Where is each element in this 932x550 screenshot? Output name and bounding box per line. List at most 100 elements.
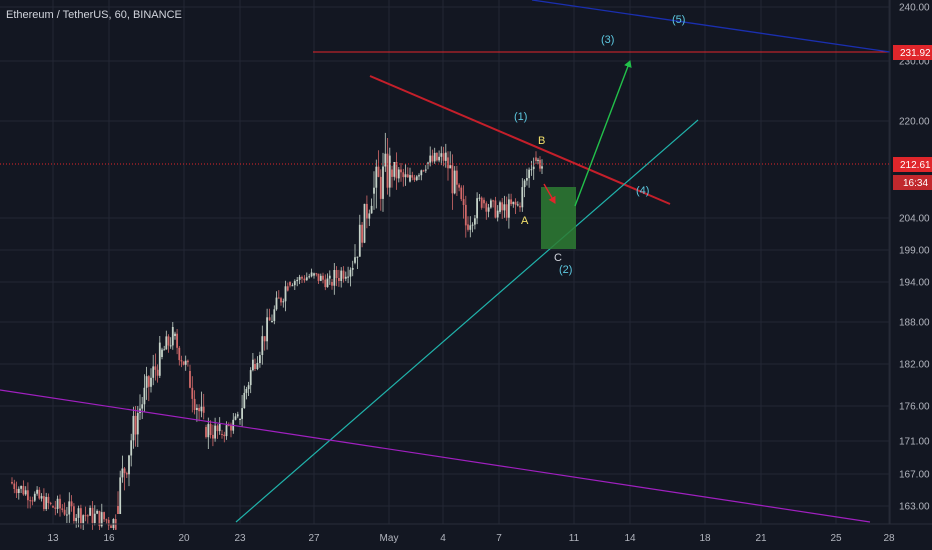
candle-body xyxy=(180,360,183,362)
price-tick-label: 230.00 xyxy=(899,57,930,68)
candle-body xyxy=(27,490,29,501)
candle-body xyxy=(467,224,469,230)
candle-body xyxy=(505,204,508,218)
target-box[interactable] xyxy=(541,187,576,249)
candle-body xyxy=(54,507,57,509)
candle-body xyxy=(386,153,389,188)
candle-body xyxy=(460,187,463,200)
candle-body xyxy=(254,364,256,369)
candle-body xyxy=(342,270,345,279)
candle-body xyxy=(420,170,423,176)
candle-body xyxy=(121,468,124,478)
candle-body xyxy=(89,507,91,516)
candle-body xyxy=(462,199,465,205)
projection-arrow-red[interactable] xyxy=(543,183,556,204)
candle-body xyxy=(43,496,45,510)
candle-body xyxy=(182,361,185,365)
candle-body xyxy=(338,278,340,281)
candle-body xyxy=(333,270,336,286)
candle-body xyxy=(361,224,363,243)
candle-body xyxy=(298,276,301,280)
candle-body xyxy=(310,272,313,277)
candle-body xyxy=(245,389,248,393)
price-axis[interactable]: 240.00 230.00 220.00 204.00 199.00 194.00 188.… xyxy=(899,3,930,513)
time-tick-label: 25 xyxy=(830,533,842,544)
candle-body xyxy=(487,207,490,212)
horizontal-grid xyxy=(0,6,890,507)
candle-body xyxy=(214,425,216,439)
candle-body xyxy=(427,162,429,164)
candle-body xyxy=(158,342,161,376)
magenta-support-line[interactable] xyxy=(0,389,871,523)
candle-body xyxy=(444,152,447,161)
candle-body xyxy=(284,286,287,302)
projection-arrow-green[interactable] xyxy=(574,60,632,207)
candle-body xyxy=(105,519,108,521)
countdown-text: 16:34 xyxy=(903,178,928,189)
wave-label-1: (1) xyxy=(514,111,527,123)
candle-body xyxy=(107,519,110,526)
candle-body xyxy=(82,515,85,524)
candle-body xyxy=(503,204,506,211)
candle-body xyxy=(136,413,139,435)
candle-body xyxy=(176,333,178,348)
time-tick-label: 4 xyxy=(440,533,446,544)
wave-label-5: (5) xyxy=(672,14,685,26)
candle-body xyxy=(241,408,243,419)
upper-blue-trendline[interactable] xyxy=(531,0,891,53)
candle-body xyxy=(483,199,485,204)
time-tick-label: 16 xyxy=(103,533,115,544)
time-axis[interactable]: 13 16 20 23 27 May 4 7 11 14 18 21 25 28 xyxy=(47,533,895,544)
candle-body xyxy=(319,275,322,281)
candle-body xyxy=(70,501,73,507)
candle-body xyxy=(474,218,476,225)
candle-body xyxy=(29,500,32,502)
candle-body xyxy=(358,224,361,257)
candle-body xyxy=(485,203,488,212)
descending-red-trendline[interactable] xyxy=(369,75,671,205)
time-tick-label: 11 xyxy=(569,533,580,544)
price-tick-label: 171.00 xyxy=(899,437,930,448)
candle-body xyxy=(52,506,54,508)
candle-body xyxy=(526,178,528,181)
candle-body xyxy=(449,165,452,169)
candle-body xyxy=(400,169,402,173)
candle-body xyxy=(218,423,221,432)
candle-body xyxy=(490,200,492,208)
candle-body xyxy=(296,279,299,282)
candle-body xyxy=(373,187,375,194)
price-tick-label: 220.00 xyxy=(899,117,930,128)
candle-body xyxy=(61,508,64,510)
ascending-cyan-trendline[interactable] xyxy=(235,119,699,523)
price-tick-label: 188.00 xyxy=(899,318,930,329)
candle-body xyxy=(442,153,445,161)
candle-body xyxy=(154,366,157,370)
candle-body xyxy=(86,515,89,517)
candle-body xyxy=(397,169,400,179)
time-tick-label: 27 xyxy=(308,533,320,544)
candle-body xyxy=(422,170,425,172)
candle-body xyxy=(163,349,166,351)
candle-body xyxy=(128,455,130,475)
candle-body xyxy=(366,203,368,219)
candle-body xyxy=(132,415,135,441)
candle-body xyxy=(313,273,315,276)
candle-body xyxy=(110,525,112,528)
candle-body xyxy=(209,424,212,435)
candle-body xyxy=(395,162,398,179)
candle-body xyxy=(282,301,285,303)
candle-body xyxy=(134,415,137,435)
candle-body xyxy=(326,278,329,288)
candle-body xyxy=(169,345,172,347)
candle-body xyxy=(202,406,205,413)
candle-body xyxy=(239,418,241,420)
candle-body xyxy=(456,170,458,185)
candle-body xyxy=(161,349,163,357)
abc-label-c: C xyxy=(554,252,562,264)
candle-body xyxy=(125,473,128,475)
candle-body xyxy=(469,225,472,230)
candle-body xyxy=(280,298,282,303)
candle-body xyxy=(145,376,148,388)
